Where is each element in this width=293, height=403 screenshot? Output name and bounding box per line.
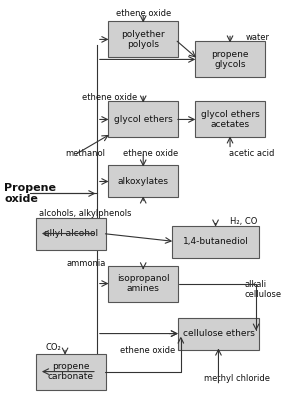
Text: acetic acid: acetic acid — [229, 149, 274, 158]
FancyBboxPatch shape — [195, 102, 265, 137]
Text: methyl chloride: methyl chloride — [204, 374, 270, 383]
Text: propene
carbonate: propene carbonate — [48, 362, 94, 381]
Text: glycol ethers
acetates: glycol ethers acetates — [201, 110, 259, 129]
Text: CO₂: CO₂ — [46, 343, 61, 352]
Text: Propene
oxide: Propene oxide — [4, 183, 56, 204]
FancyBboxPatch shape — [108, 266, 178, 301]
Text: glycol ethers: glycol ethers — [114, 115, 173, 124]
Text: H₂, CO: H₂, CO — [230, 217, 258, 226]
Text: alkoxylates: alkoxylates — [118, 177, 169, 186]
Text: methanol: methanol — [65, 149, 105, 158]
FancyBboxPatch shape — [36, 218, 105, 249]
FancyBboxPatch shape — [108, 102, 178, 137]
Text: water: water — [246, 33, 270, 42]
Text: ethene oxide: ethene oxide — [82, 93, 138, 102]
Text: isopropanol
amines: isopropanol amines — [117, 274, 170, 293]
Text: alcohols, alkylphenols: alcohols, alkylphenols — [39, 209, 132, 218]
FancyBboxPatch shape — [195, 42, 265, 77]
Text: ethene oxide: ethene oxide — [120, 346, 175, 355]
Text: allyl alcohol: allyl alcohol — [44, 229, 98, 238]
FancyBboxPatch shape — [178, 318, 259, 349]
Text: polyether
polyols: polyether polyols — [121, 30, 165, 49]
Text: 1,4-butanediol: 1,4-butanediol — [183, 237, 248, 246]
FancyBboxPatch shape — [108, 21, 178, 57]
Text: propene
glycols: propene glycols — [211, 50, 249, 69]
Text: cellulose ethers: cellulose ethers — [183, 329, 254, 338]
Text: ammonia: ammonia — [66, 259, 105, 268]
Text: ethene oxide: ethene oxide — [115, 9, 171, 18]
FancyBboxPatch shape — [108, 166, 178, 197]
Text: alkali
cellulose: alkali cellulose — [245, 280, 282, 299]
FancyBboxPatch shape — [172, 226, 259, 258]
FancyBboxPatch shape — [36, 353, 105, 390]
Text: ethene oxide: ethene oxide — [123, 149, 178, 158]
